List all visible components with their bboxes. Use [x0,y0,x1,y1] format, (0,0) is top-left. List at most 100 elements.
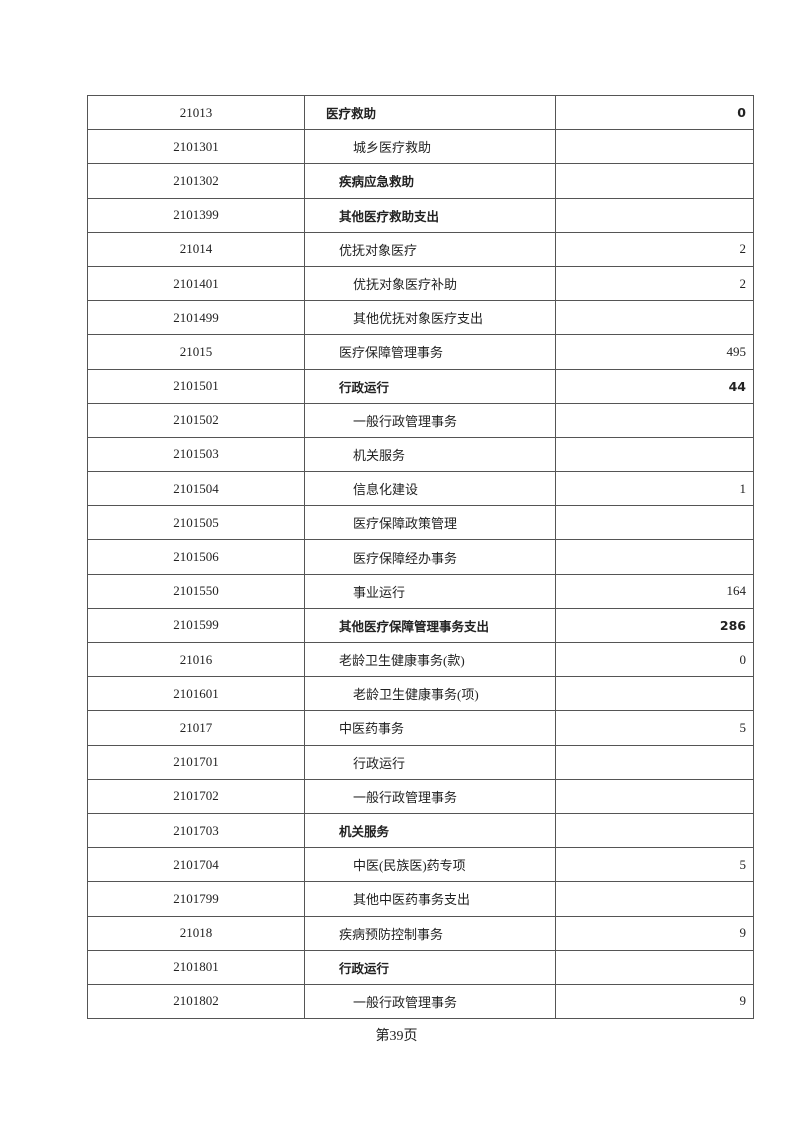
row-code: 2101702 [87,778,305,814]
row-code: 2101601 [87,676,305,712]
row-name: 医疗保障管理事务 [304,334,556,370]
row-amount [555,676,754,712]
table-row: 2101504 信息化建设 1 [87,471,754,507]
table-row: 2101501 行政运行 44 [87,368,754,404]
budget-table: 21013 医疗救助 0 2101301 城乡医疗救助 2101302 疾病应急救助 2101… [87,94,754,1020]
row-amount: 286 [555,607,754,644]
table-row: 2101802 一般行政管理事务 9 [87,983,754,1020]
table-row: 21017 中医药事务 5 [87,710,754,746]
table-row: 2101506 医疗保障经办事务 [87,539,754,575]
row-amount: 44 [555,368,754,404]
row-amount [555,402,754,438]
row-code: 2101505 [87,505,305,541]
table-row: 2101704 中医(民族医)药专项 5 [87,847,754,883]
row-code: 21017 [87,710,305,746]
row-amount: 5 [555,710,754,746]
table-row: 2101799 其他中医药事务支出 [87,881,754,917]
row-amount: 2 [555,265,754,302]
table-row: 2101502 一般行政管理事务 [87,402,754,438]
row-amount [555,778,754,814]
row-name: 一般行政管理事务 [304,402,556,438]
row-code: 21018 [87,915,305,951]
row-amount: 9 [555,915,754,951]
table-row: 21018 疾病预防控制事务 9 [87,915,754,951]
row-name: 机关服务 [304,812,556,849]
row-code: 2101399 [87,197,305,233]
table-row: 2101702 一般行政管理事务 [87,778,754,814]
table-row: 2101550 事业运行 164 [87,573,754,609]
row-code: 2101799 [87,881,305,917]
row-amount [555,129,754,165]
table-row: 2101401 优抚对象医疗补助 2 [87,265,754,302]
row-name: 事业运行 [304,573,556,609]
row-amount: 495 [555,334,754,370]
table-row: 2101801 行政运行 [87,949,754,985]
row-code: 2101801 [87,949,305,985]
row-code: 2101499 [87,300,305,336]
row-name: 中医药事务 [304,710,556,746]
row-amount: 0 [555,641,754,678]
row-code: 2101599 [87,607,305,644]
table-row: 2101505 医疗保障政策管理 [87,505,754,541]
row-name: 其他医疗保障管理事务支出 [304,607,556,644]
row-name: 老龄卫生健康事务(款) [304,641,556,678]
row-amount [555,436,754,473]
table-row: 2101503 机关服务 [87,436,754,473]
table-row: 2101302 疾病应急救助 [87,163,754,199]
row-amount [555,197,754,233]
row-name: 一般行政管理事务 [304,983,556,1020]
row-code: 2101701 [87,744,305,780]
row-amount [555,881,754,917]
table-row: 2101599 其他医疗保障管理事务支出 286 [87,607,754,644]
row-code: 2101704 [87,847,305,883]
row-name: 行政运行 [304,368,556,404]
row-code: 2101802 [87,983,305,1020]
row-code: 2101506 [87,539,305,575]
table-row: 21016 老龄卫生健康事务(款) 0 [87,641,754,678]
row-code: 21015 [87,334,305,370]
row-name: 优抚对象医疗补助 [304,265,556,302]
row-name: 疾病预防控制事务 [304,915,556,951]
table-row: 2101701 行政运行 [87,744,754,780]
row-code: 2101301 [87,129,305,165]
row-name: 信息化建设 [304,471,556,507]
table-row: 2101499 其他优抚对象医疗支出 [87,300,754,336]
row-name: 医疗保障经办事务 [304,539,556,575]
row-amount [555,539,754,575]
row-name: 老龄卫生健康事务(项) [304,676,556,712]
row-amount: 9 [555,983,754,1020]
row-amount: 1 [555,471,754,507]
row-code: 2101401 [87,265,305,302]
row-name: 一般行政管理事务 [304,778,556,814]
row-name: 其他医疗救助支出 [304,197,556,233]
row-code: 21013 [87,94,305,131]
table-row: 2101601 老龄卫生健康事务(项) [87,676,754,712]
row-name: 疾病应急救助 [304,163,556,199]
row-name: 其他优抚对象医疗支出 [304,300,556,336]
table-row: 21015 医疗保障管理事务 495 [87,334,754,370]
row-amount: 5 [555,847,754,883]
row-code: 2101501 [87,368,305,404]
row-code: 2101302 [87,163,305,199]
row-name: 优抚对象医疗 [304,231,556,267]
row-amount: 0 [555,94,754,131]
row-name: 医疗保障政策管理 [304,505,556,541]
row-name: 机关服务 [304,436,556,473]
row-amount [555,744,754,780]
row-name: 医疗救助 [304,94,556,131]
row-amount [555,812,754,849]
row-name: 其他中医药事务支出 [304,881,556,917]
row-name: 中医(民族医)药专项 [304,847,556,883]
row-amount [555,300,754,336]
row-code: 2101502 [87,402,305,438]
row-name: 行政运行 [304,949,556,985]
table-row: 21013 医疗救助 0 [87,94,754,131]
page-number: 第39页 [375,1029,418,1044]
row-amount: 164 [555,573,754,609]
row-amount: 2 [555,231,754,267]
table-row: 2101399 其他医疗救助支出 [87,197,754,233]
row-code: 21014 [87,231,305,267]
row-amount [555,505,754,541]
table-row: 2101703 机关服务 [87,812,754,849]
table-row: 2101301 城乡医疗救助 [87,129,754,165]
